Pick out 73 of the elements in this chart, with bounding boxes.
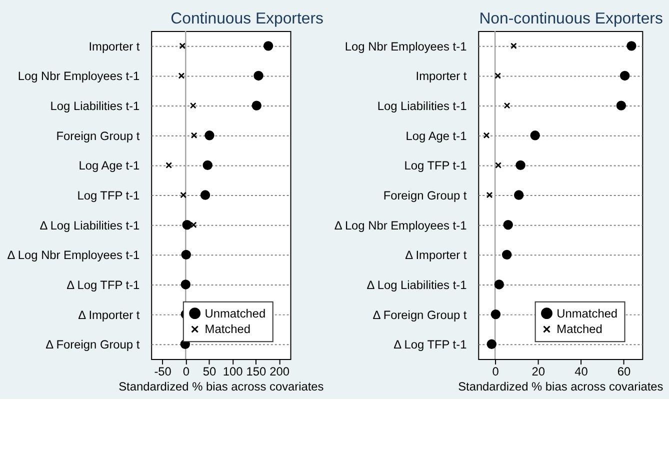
point xyxy=(486,339,496,349)
x-axis-title: Standardized % bias across covariates xyxy=(118,379,324,394)
point xyxy=(516,160,526,170)
point xyxy=(178,72,185,79)
y-tick-label: Log Age t-1 xyxy=(406,128,468,143)
point xyxy=(179,42,186,50)
x-tick-label: 0 xyxy=(492,364,500,378)
point xyxy=(254,70,264,81)
y-tick-label: Log TFP t-1 xyxy=(77,188,140,202)
y-tick-label: Importer t xyxy=(416,69,468,84)
x-tick-label: 50 xyxy=(202,364,216,378)
y-tick-label: Log TFP t-1 xyxy=(404,158,468,173)
legend-label: Matched xyxy=(204,322,250,336)
point xyxy=(504,102,510,109)
y-tick-label: Δ Foreign Group t xyxy=(46,338,140,352)
point xyxy=(204,130,214,140)
legend-label: Unmatched xyxy=(556,306,618,320)
y-tick-label: Log Liabilities t-1 xyxy=(50,99,140,114)
x-tick-label: 100 xyxy=(222,364,244,378)
legend-label: Matched xyxy=(556,322,602,336)
y-tick-label: Δ Foreign Group t xyxy=(372,308,468,322)
point xyxy=(626,41,636,51)
y-tick-label: Importer t xyxy=(88,39,140,54)
point xyxy=(503,220,513,230)
y-tick-label: Δ Log TFP t-1 xyxy=(394,338,468,352)
y-tick-label: Δ Log Nbr Employees t-1 xyxy=(7,248,140,262)
y-tick-label: Log Age t-1 xyxy=(78,158,140,173)
legend-label: Unmatched xyxy=(204,306,266,320)
y-tick-label: Δ Log Liabilities t-1 xyxy=(40,218,140,232)
point xyxy=(494,280,504,290)
point xyxy=(166,162,172,168)
point xyxy=(200,190,210,200)
point xyxy=(181,250,191,260)
point xyxy=(616,100,626,110)
point xyxy=(182,220,192,230)
x-tick-label: 60 xyxy=(617,364,632,378)
x-tick-label: 150 xyxy=(246,364,267,378)
point xyxy=(483,132,490,139)
x-tick-label: 40 xyxy=(574,364,588,378)
x-tick-label: -50 xyxy=(154,364,172,378)
y-tick-label: Foreign Group t xyxy=(383,188,468,202)
y-tick-label: Log Nbr Employees t-1 xyxy=(18,69,140,84)
point xyxy=(494,72,502,79)
y-tick-label: Δ Log Liabilities t-1 xyxy=(366,278,468,292)
y-tick-label: Foreign Group t xyxy=(56,128,140,143)
point xyxy=(190,102,196,109)
point xyxy=(502,250,512,260)
y-tick-label: Δ Log Nbr Employees t-1 xyxy=(334,218,468,232)
point xyxy=(510,42,517,50)
point xyxy=(620,70,630,81)
y-tick-label: Δ Importer t xyxy=(405,248,468,262)
y-tick-label: Δ Log TFP t-1 xyxy=(66,278,140,292)
point xyxy=(486,192,493,198)
point xyxy=(180,192,187,198)
chart-title: Continuous Exporters xyxy=(170,10,324,28)
point xyxy=(514,190,524,200)
point xyxy=(202,160,212,170)
point xyxy=(490,309,501,320)
point xyxy=(495,162,502,168)
x-axis-title: Standardized % bias across covariates xyxy=(458,379,664,394)
point xyxy=(180,280,191,290)
point xyxy=(190,132,198,139)
y-tick-label: Log Nbr Employees t-1 xyxy=(344,39,468,54)
y-tick-label: Δ Importer t xyxy=(78,308,140,322)
point xyxy=(252,100,262,110)
point xyxy=(263,41,274,51)
x-tick-label: 20 xyxy=(532,364,546,378)
point xyxy=(530,130,540,140)
x-tick-label: 200 xyxy=(270,364,290,378)
chart-title: Non-continuous Exporters xyxy=(479,10,663,28)
x-tick-label: 0 xyxy=(182,364,190,378)
y-tick-label: Log Liabilities t-1 xyxy=(377,99,468,114)
point xyxy=(190,222,197,228)
